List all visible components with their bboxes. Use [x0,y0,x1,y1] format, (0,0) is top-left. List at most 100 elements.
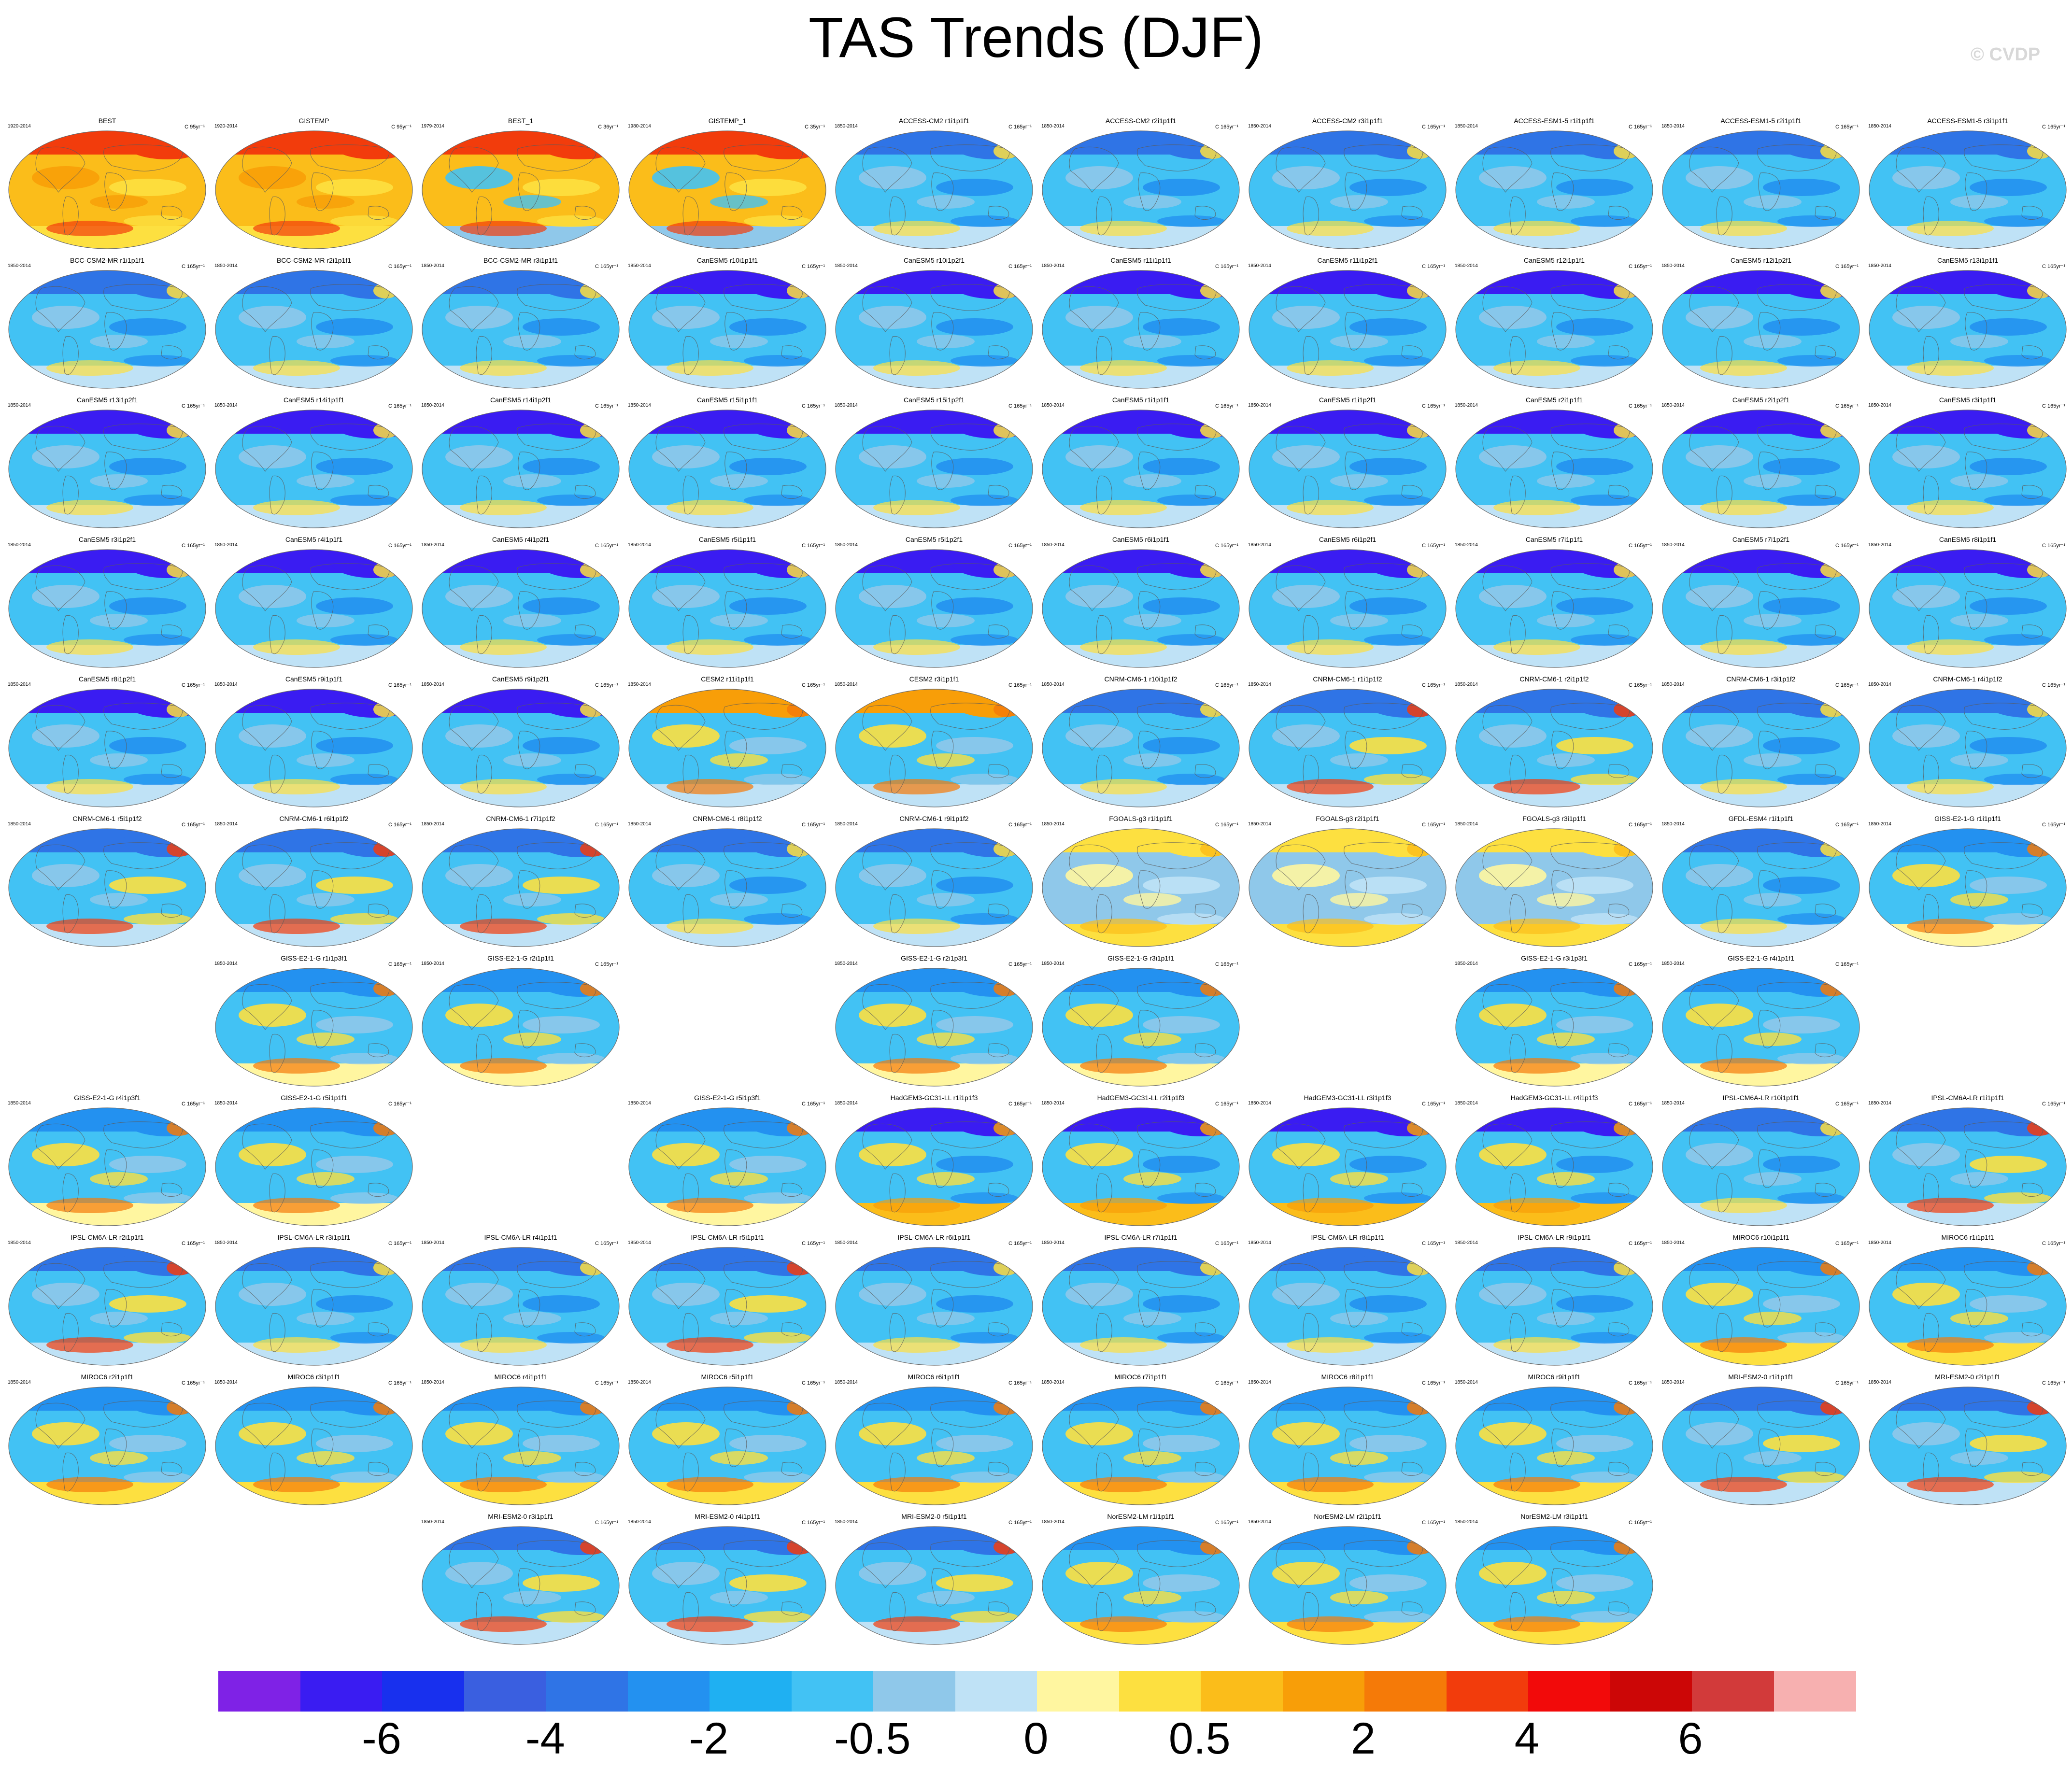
panel-period: 1850-2014 [1455,1519,1478,1525]
panel-period: 1920-2014 [8,124,31,129]
panel-title: CanESM5 r12i1p1f1 [1523,256,1585,264]
panel-period: 1850-2014 [8,542,31,548]
panel-period: 1850-2014 [1868,1380,1891,1385]
panel-units: C 165yr⁻¹ [1422,682,1445,688]
global-map [8,1387,206,1505]
map-panel: GISS-E2-1-G r4i1p3f1 1850-2014 C 165yr⁻¹ [4,1092,211,1230]
map-panel: GISTEMP 1920-2014 C 95yr⁻¹ [211,115,417,253]
global-map [1869,1247,2067,1366]
map-panel: GISS-E2-1-G r2i1p1f1 1850-2014 C 165yr⁻¹ [417,952,624,1090]
global-map [1455,130,1653,249]
panel-period: 1850-2014 [8,403,31,408]
panel-units: C 165yr⁻¹ [1422,1101,1445,1107]
panel-title: CNRM-CM6-1 r6i1p1f2 [279,815,349,822]
panel-period: 1850-2014 [1248,1380,1271,1385]
panel-period: 1850-2014 [1041,1240,1064,1245]
panel-title: CanESM5 r3i1p2f1 [78,536,136,543]
panel-units: C 165yr⁻¹ [388,264,412,269]
panel-units: C 165yr⁻¹ [182,1101,205,1107]
panel-title: HadGEM3-GC31-LL r1i1p1f3 [890,1094,978,1102]
panel-title: NorESM2-LM r2i1p1f1 [1314,1513,1381,1520]
panel-title: CNRM-CM6-1 r9i1p1f2 [899,815,969,822]
global-map [422,270,620,389]
map-panel: GISS-E2-1-G r1i1p1f1 1850-2014 C 165yr⁻¹ [1864,813,2071,950]
panel-period: 1850-2014 [421,403,444,408]
global-map [835,1247,1033,1366]
global-map [422,410,620,528]
colorbar-tick-label: -2 [689,1714,729,1763]
panel-units: C 165yr⁻¹ [388,822,412,828]
panel-units: C 165yr⁻¹ [1008,1520,1032,1526]
panel-units: C 165yr⁻¹ [2042,1380,2065,1386]
global-map [1869,689,2067,807]
panel-period: 1850-2014 [628,1240,651,1245]
panel-title: ACCESS-ESM1-5 r2i1p1f1 [1720,117,1802,125]
map-panel: HadGEM3-GC31-LL r2i1p1f3 1850-2014 C 165yr… [1037,1092,1244,1230]
panel-period: 1850-2014 [1248,821,1271,827]
map-panel: GISS-E2-1-G r4i1p1f1 1850-2014 C 165yr⁻¹ [1658,952,1864,1090]
panel-units: C 165yr⁻¹ [1835,822,1859,828]
panel-title: MIROC6 r10i1p1f1 [1732,1233,1789,1241]
panel-title: CanESM5 r3i1p1f1 [1939,396,1997,404]
global-map [1869,549,2067,668]
panel-units: C 165yr⁻¹ [182,264,205,269]
panel-units: C 165yr⁻¹ [388,682,412,688]
panel-period: 1850-2014 [1868,821,1891,827]
panel-title: NorESM2-LM r1i1p1f1 [1107,1513,1175,1520]
map-panel: IPSL-CM6A-LR r7i1p1f1 1850-2014 C 165yr⁻¹ [1037,1231,1244,1369]
panel-units: C 165yr⁻¹ [182,403,205,409]
panel-units: C 165yr⁻¹ [388,403,412,409]
map-panel: MIROC6 r8i1p1f1 1850-2014 C 165yr⁻¹ [1244,1371,1451,1509]
panel-period: 1850-2014 [1868,403,1891,408]
map-panel: CanESM5 r3i1p2f1 1850-2014 C 165yr⁻¹ [4,534,211,671]
global-map [215,689,413,807]
panel-units: C 165yr⁻¹ [802,1241,825,1246]
panel-units: C 165yr⁻¹ [2042,1241,2065,1246]
global-map [1042,689,1240,807]
panel-title: MIROC6 r7i1p1f1 [1114,1373,1167,1381]
global-map [1869,270,2067,389]
panel-period: 1850-2014 [835,542,858,548]
panel-period: 1850-2014 [1041,961,1064,966]
colorbar-segment [546,1671,628,1712]
panel-title: GISS-E2-1-G r5i1p3f1 [694,1094,761,1102]
panel-units: C 165yr⁻¹ [1422,264,1445,269]
panel-units: C 165yr⁻¹ [1215,822,1238,828]
panel-title: GISS-E2-1-G r3i1p3f1 [1521,954,1588,962]
global-map [835,270,1033,389]
colorbar-segment [218,1671,300,1712]
global-map [8,1247,206,1366]
global-map [1869,1387,2067,1505]
panel-units: C 165yr⁻¹ [802,403,825,409]
map-panel: CanESM5 r15i1p2f1 1850-2014 C 165yr⁻¹ [831,394,1037,532]
panel-title: CNRM-CM6-1 r2i1p1f2 [1519,675,1589,683]
panel-title: IPSL-CM6A-LR r8i1p1f1 [1311,1233,1384,1241]
panel-title: MIROC6 r1i1p1f1 [1941,1233,1994,1241]
panel-period: 1850-2014 [1248,124,1271,129]
map-panel: FGOALS-g3 r2i1p1f1 1850-2014 C 165yr⁻¹ [1244,813,1451,950]
panel-period: 1850-2014 [214,403,238,408]
panel-units: C 165yr⁻¹ [802,1101,825,1107]
colorbar-segment [1282,1671,1365,1712]
panel-title: MRI-ESM2-0 r5i1p1f1 [901,1513,967,1520]
panel-title: CNRM-CM6-1 r10i1p1f2 [1104,675,1178,683]
global-map [1249,1247,1447,1366]
panel-units: C 165yr⁻¹ [595,1380,618,1386]
global-map [8,270,206,389]
global-map [422,828,620,947]
global-map [1249,828,1447,947]
panel-period: 1850-2014 [8,263,31,269]
global-map [1042,130,1240,249]
map-panel: NorESM2-LM r1i1p1f1 1850-2014 C 165yr⁻¹ [1037,1511,1244,1648]
panel-period: 1850-2014 [1661,124,1685,129]
panel-period: 1850-2014 [214,263,238,269]
panel-title: ACCESS-ESM1-5 r1i1p1f1 [1514,117,1595,125]
panel-units: C 165yr⁻¹ [1422,543,1445,549]
panel-title: NorESM2-LM r3i1p1f1 [1520,1513,1588,1520]
panel-units: C 165yr⁻¹ [1422,124,1445,130]
colorbar-segment [1364,1671,1447,1712]
panel-units: C 165yr⁻¹ [2042,822,2065,828]
map-panel: NorESM2-LM r2i1p1f1 1850-2014 C 165yr⁻¹ [1244,1511,1451,1648]
panel-units: C 165yr⁻¹ [2042,264,2065,269]
panel-units: C 165yr⁻¹ [182,682,205,688]
